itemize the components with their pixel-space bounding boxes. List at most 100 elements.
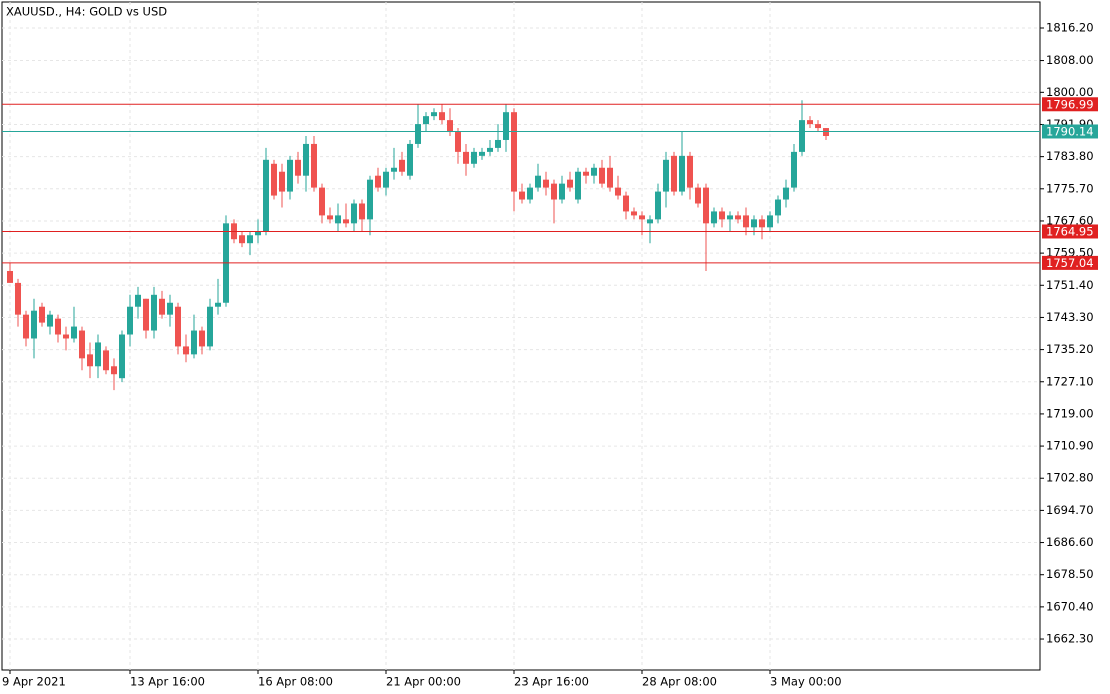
candle-body — [775, 199, 781, 216]
candle-body — [295, 159, 301, 176]
candle-body — [263, 159, 269, 232]
candle-body — [143, 298, 149, 331]
y-tick-label: 1710.90 — [1046, 439, 1094, 453]
candle-body — [159, 298, 165, 315]
candle-body — [559, 183, 565, 200]
y-tick-label: 1719.00 — [1046, 406, 1094, 420]
candle-body — [407, 143, 413, 176]
candle-body — [23, 314, 29, 339]
candle-body — [351, 203, 357, 224]
candle-body — [279, 171, 285, 192]
candle-body — [567, 179, 573, 188]
candle-body — [15, 282, 21, 315]
candle-body — [607, 167, 613, 188]
x-tick-label: 16 Apr 08:00 — [258, 675, 333, 689]
candle-body — [103, 350, 109, 371]
candle-body — [335, 215, 341, 224]
candle-body — [239, 235, 245, 244]
x-tick-label: 9 Apr 2021 — [2, 675, 66, 689]
candle-body — [415, 124, 421, 144]
candle-body — [783, 187, 789, 200]
candle-body — [439, 112, 445, 121]
candle-body — [623, 195, 629, 212]
y-tick-label: 1662.30 — [1046, 632, 1094, 646]
candle-body — [591, 167, 597, 176]
candle-body — [303, 143, 309, 176]
candle-body — [175, 306, 181, 347]
candle-body — [207, 306, 213, 347]
candle-body — [487, 147, 493, 152]
candle-body — [543, 179, 549, 188]
candle-body — [799, 120, 805, 152]
candle-body — [367, 179, 373, 220]
candle-body — [615, 187, 621, 196]
candle-body — [743, 215, 749, 228]
candle-body — [727, 215, 733, 220]
y-tick-label: 1727.10 — [1046, 374, 1094, 388]
y-tick-label: 1735.20 — [1046, 342, 1094, 356]
price-level-label: 1790.14 — [1046, 124, 1094, 138]
chart-title: XAUUSD., H4: GOLD vs USD — [6, 5, 167, 19]
candle-body — [391, 167, 397, 172]
candle-body — [31, 310, 37, 339]
candle-body — [511, 112, 517, 192]
candle-body — [247, 235, 253, 244]
candle-body — [535, 175, 541, 188]
plot-frame — [1, 1, 1041, 671]
candle-body — [823, 128, 829, 136]
y-tick-label: 1670.40 — [1046, 599, 1094, 613]
candle-body — [495, 139, 501, 148]
candle-body — [287, 159, 293, 192]
price-level-tag — [1042, 124, 1098, 139]
candle-body — [679, 155, 685, 192]
y-tick-label: 1783.80 — [1046, 149, 1094, 163]
candle-body — [599, 167, 605, 184]
candle-body — [631, 211, 637, 216]
candle-body — [47, 314, 53, 327]
price-level-label: 1757.04 — [1046, 256, 1094, 270]
candle-body — [167, 302, 173, 315]
candle-body — [71, 326, 77, 339]
candle-body — [119, 334, 125, 379]
candle-body — [471, 151, 477, 164]
candle-body — [583, 171, 589, 176]
y-tick-label: 1678.50 — [1046, 567, 1094, 581]
candle-body — [703, 187, 709, 224]
candle-body — [7, 270, 13, 283]
candle-body — [671, 155, 677, 192]
candle-body — [383, 171, 389, 188]
candle-body — [815, 124, 821, 129]
candle-body — [767, 215, 773, 228]
candle-body — [95, 342, 101, 367]
candle-body — [359, 203, 365, 220]
candle-body — [639, 215, 645, 220]
candle-body — [711, 211, 717, 224]
x-tick-label: 28 Apr 08:00 — [642, 675, 717, 689]
candle-body — [423, 116, 429, 125]
y-tick-label: 1816.20 — [1046, 21, 1094, 35]
candle-body — [751, 219, 757, 228]
candle-body — [215, 302, 221, 307]
candle-body — [663, 159, 669, 192]
y-tick-label: 1808.00 — [1046, 53, 1094, 67]
y-tick-label: 1702.80 — [1046, 471, 1094, 485]
y-tick-label: 1800.00 — [1046, 85, 1094, 99]
candle-body — [39, 306, 45, 323]
candle-body — [551, 183, 557, 200]
candle-body — [111, 366, 117, 375]
candle-body — [55, 318, 61, 335]
y-tick-label: 1751.40 — [1046, 278, 1094, 292]
price-level-tag — [1042, 97, 1098, 112]
candle-body — [687, 155, 693, 188]
candle-body — [63, 334, 69, 339]
y-tick-label: 1743.30 — [1046, 310, 1094, 324]
candle-body — [399, 159, 405, 172]
candle-body — [575, 171, 581, 200]
y-tick-label: 1686.60 — [1046, 535, 1094, 549]
x-tick-label: 23 Apr 16:00 — [514, 675, 589, 689]
candle-body — [479, 151, 485, 156]
candle-body — [199, 330, 205, 347]
candle-body — [519, 191, 525, 200]
candle-body — [503, 112, 509, 140]
